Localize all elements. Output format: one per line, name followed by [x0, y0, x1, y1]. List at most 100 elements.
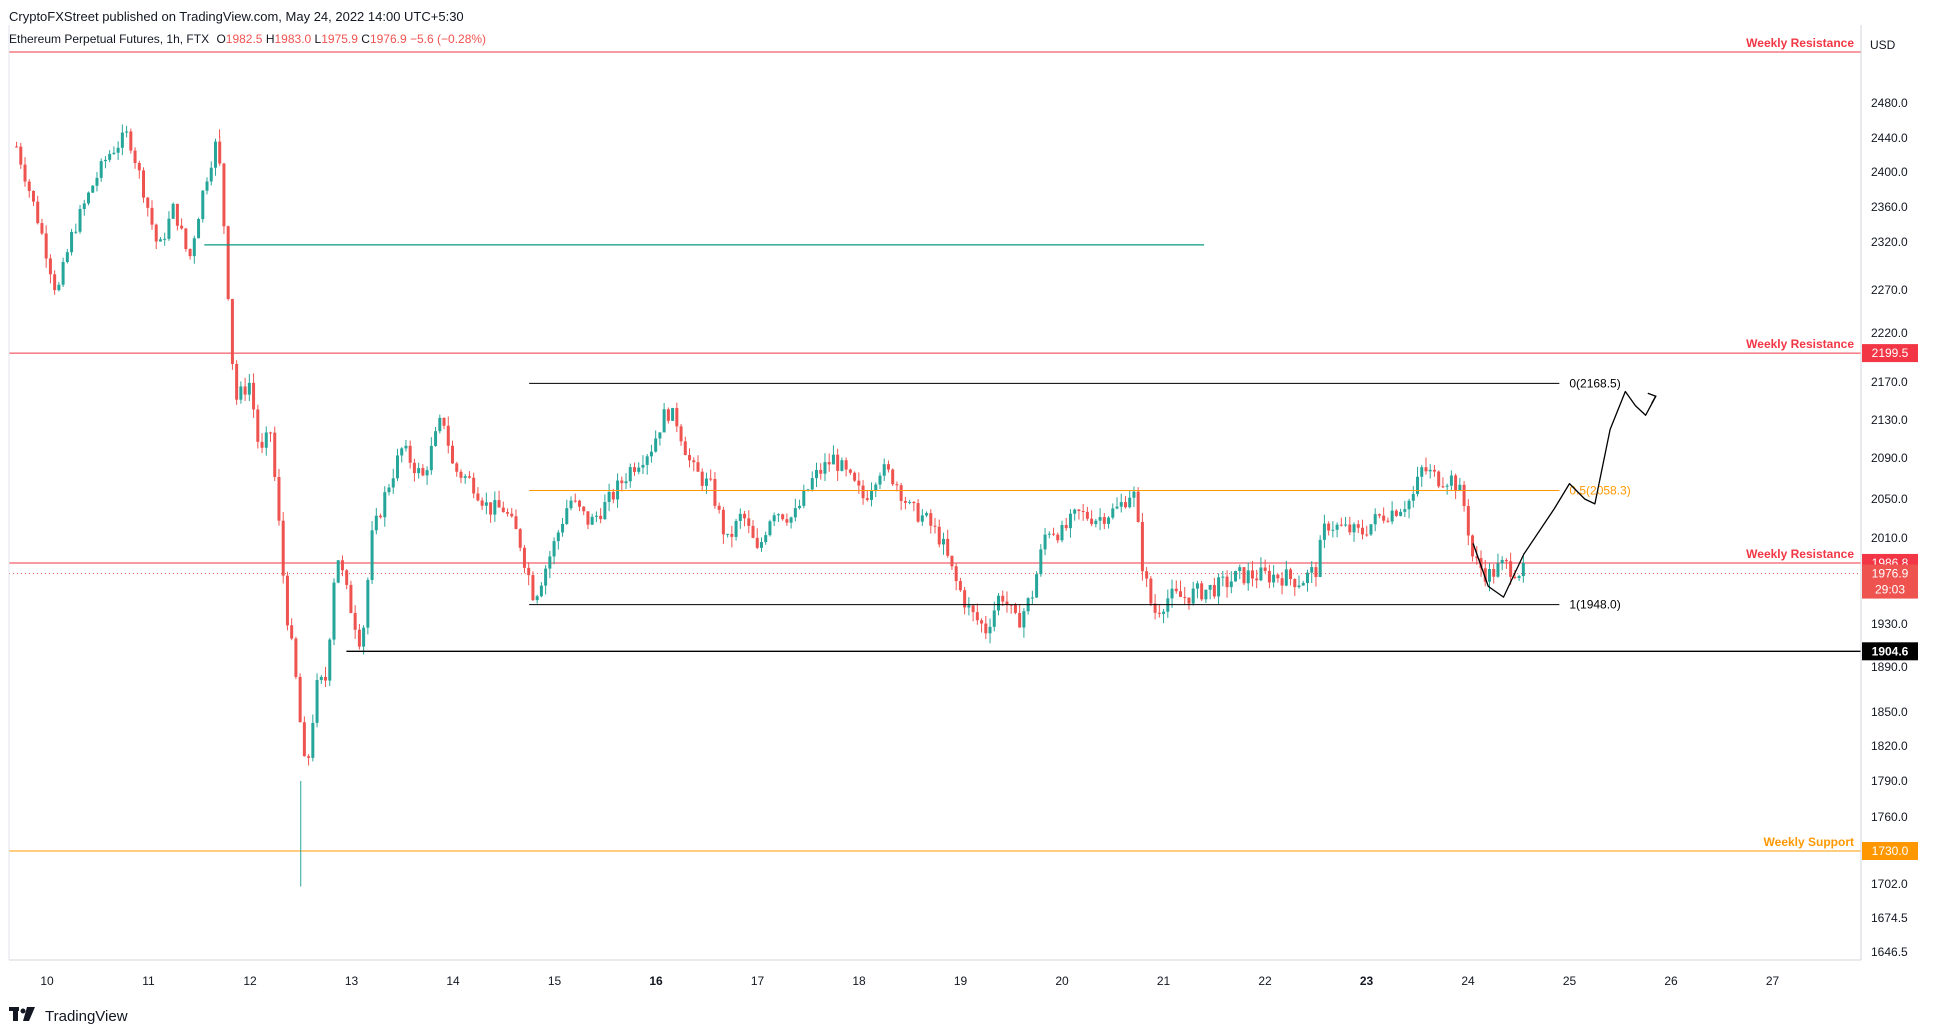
candle-body — [556, 532, 560, 542]
candle-body — [861, 485, 865, 499]
candle-body — [671, 408, 675, 421]
candle-body — [781, 514, 785, 520]
candle-body — [1432, 469, 1436, 472]
candle-body — [1521, 562, 1525, 577]
x-tick-label: 14 — [446, 974, 460, 988]
candle-body — [709, 478, 713, 480]
candle-body — [1195, 583, 1199, 589]
currency-label[interactable]: USD — [1870, 38, 1896, 52]
drawings: 1904.6 0(2168.5) 0.5(2058.3) 1(1948.0) — [204, 244, 1918, 661]
candle-body — [357, 629, 361, 647]
candle-body — [1504, 559, 1508, 562]
candle-body — [772, 515, 776, 522]
candle-body — [1018, 612, 1022, 628]
candle-body — [1009, 604, 1013, 606]
y-tick-label: 2270.0 — [1871, 283, 1908, 297]
candle-body — [624, 481, 628, 484]
y-tick-label: 2440.0 — [1871, 131, 1908, 145]
last-price-value: 1976.9 — [1872, 567, 1909, 581]
ohlc-low: 1975.9 — [321, 32, 358, 46]
candle-body — [522, 547, 526, 568]
candle-body — [1001, 595, 1005, 602]
fib-level-label: 1(1948.0) — [1569, 598, 1620, 612]
candle-body — [679, 426, 683, 442]
candle-body — [1073, 509, 1077, 514]
candle-body — [1369, 524, 1373, 535]
candle-body — [15, 146, 19, 148]
y-tick-label: 1646.5 — [1871, 945, 1908, 959]
candle-body — [65, 252, 69, 262]
candle-body — [1517, 576, 1521, 579]
candle-body — [1153, 603, 1157, 613]
candle-body — [1411, 493, 1415, 501]
candle-body — [285, 575, 289, 626]
candle-body — [827, 462, 831, 465]
candle-body — [963, 590, 967, 608]
candle-body — [103, 159, 107, 162]
candle-body — [1022, 611, 1026, 628]
level-price-tag-text: 1730.0 — [1872, 844, 1909, 858]
candle-body — [1424, 467, 1428, 472]
candle-body — [353, 612, 357, 630]
candle-body — [459, 471, 463, 478]
x-tick-label: 16 — [649, 974, 663, 988]
candle-body — [1060, 525, 1064, 541]
candle-body — [1352, 524, 1356, 533]
candle-body — [87, 192, 91, 204]
ohlc-high-label: H — [265, 32, 275, 46]
candle-body — [1509, 561, 1513, 577]
tradingview-brand[interactable]: TradingView — [45, 1007, 128, 1025]
candle-body — [1322, 523, 1326, 540]
candle-body — [747, 518, 751, 526]
y-tick-label: 1850.0 — [1871, 705, 1908, 719]
candle-body — [967, 605, 971, 608]
candle-body — [391, 478, 395, 488]
candle-body — [611, 491, 615, 500]
candle-body — [937, 526, 941, 545]
segment-price-tag-text: 1904.6 — [1872, 644, 1909, 658]
candle-body — [1471, 535, 1475, 557]
candle-body — [823, 462, 827, 474]
ohlc-open-label: O — [216, 32, 226, 46]
y-tick-label: 2090.0 — [1871, 451, 1908, 465]
y-tick-label: 1930.0 — [1871, 617, 1908, 631]
candle-body — [328, 639, 332, 681]
candle-body — [1200, 583, 1204, 600]
candle-body — [1140, 521, 1144, 572]
candle-body — [184, 228, 188, 250]
candle-body — [810, 478, 814, 490]
candle-body — [1479, 558, 1483, 569]
candle-body — [1437, 471, 1441, 487]
candle-body — [1035, 574, 1039, 598]
x-tick-label: 21 — [1157, 974, 1171, 988]
candle-body — [1039, 549, 1043, 575]
candle-body — [1111, 508, 1115, 518]
candle-body — [451, 445, 455, 464]
candle-body — [91, 185, 95, 193]
candle-body — [1052, 533, 1056, 535]
candle-body — [848, 469, 852, 473]
candle-body — [260, 441, 264, 448]
candle-body — [1293, 579, 1297, 588]
candle-body — [531, 575, 535, 601]
tradingview-logo-icon[interactable] — [9, 1006, 39, 1026]
candle-body — [1149, 578, 1153, 604]
candle-body — [755, 537, 759, 548]
candle-body — [425, 470, 429, 476]
candle-body — [408, 445, 412, 463]
candle-body — [738, 513, 742, 521]
candle-body — [1399, 511, 1403, 516]
candle-body — [1454, 475, 1458, 492]
candle-body — [1085, 511, 1089, 519]
published-line: CryptoFXStreet published on TradingView.… — [9, 9, 464, 24]
candle-body — [899, 485, 903, 501]
candle-body — [281, 520, 285, 576]
candle-body — [1407, 500, 1411, 510]
candle-body — [1212, 585, 1216, 597]
candle-body — [230, 299, 234, 364]
candle-body — [1301, 583, 1305, 586]
candlestick-series — [15, 124, 1525, 887]
candle-body — [561, 523, 565, 533]
candle-body — [1305, 572, 1309, 584]
